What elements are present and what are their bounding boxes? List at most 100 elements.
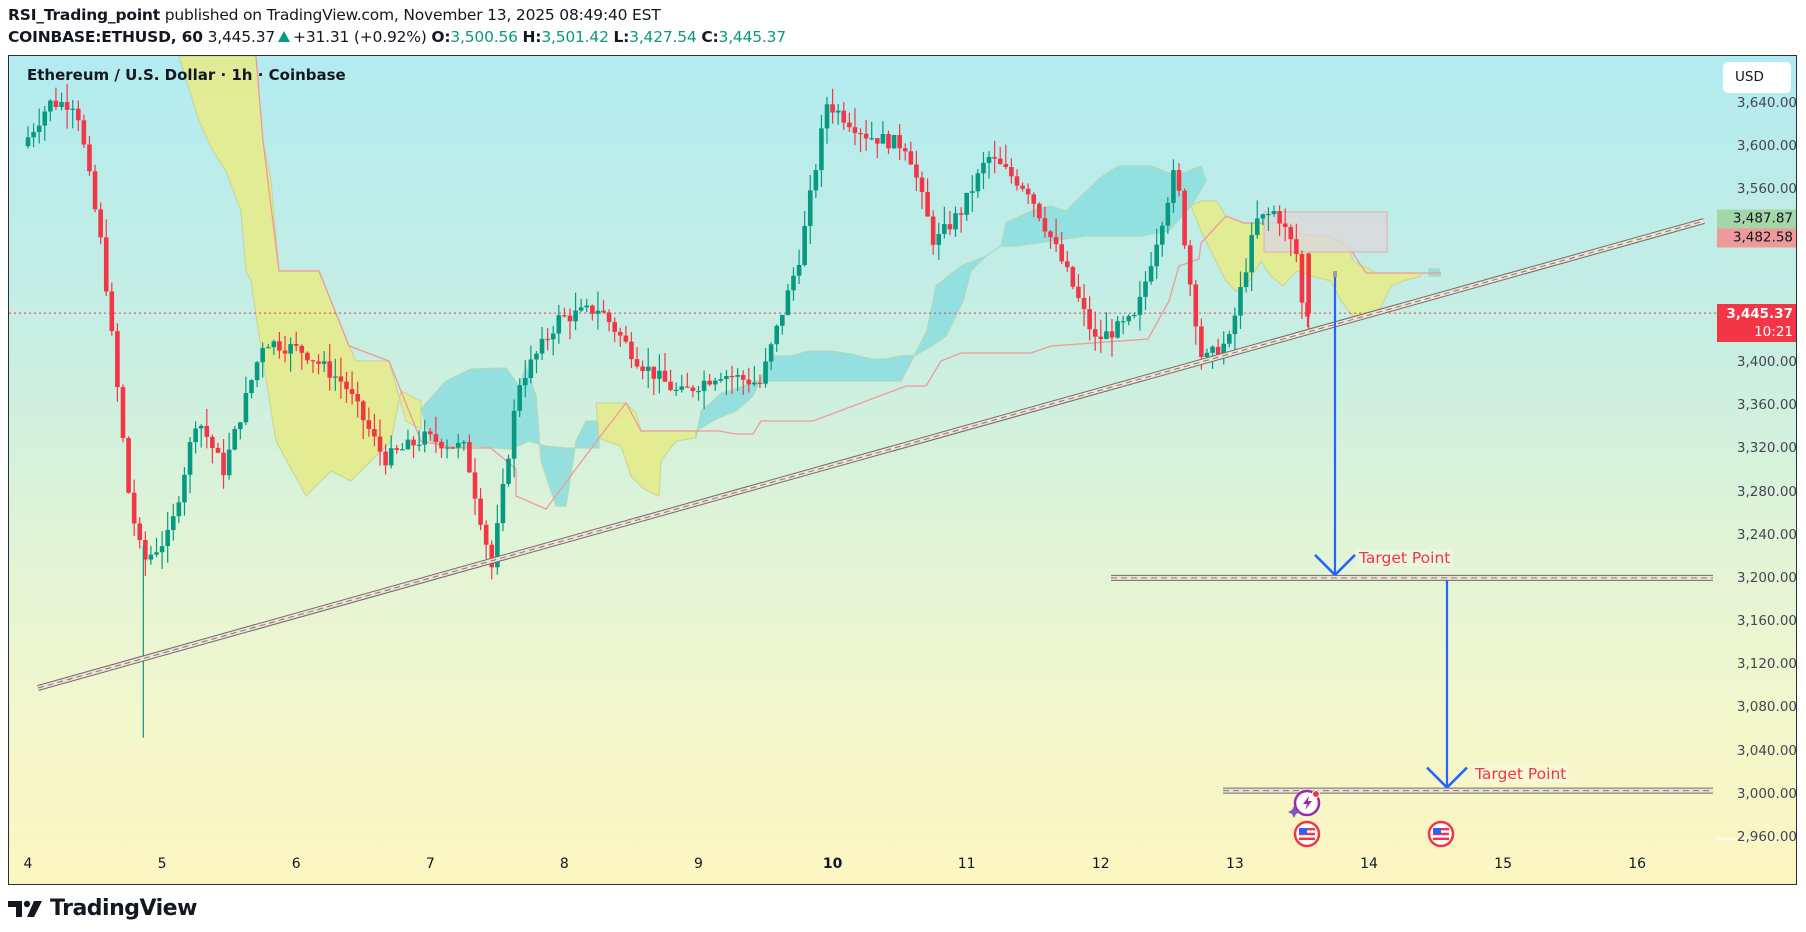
us-economic-event-icon[interactable] [1293,820,1321,848]
candle-up [735,375,740,377]
high-value: 3,501.42 [541,28,609,46]
candle-up [1249,235,1254,273]
candle-down [740,375,746,380]
candle-down [662,370,668,382]
candle-up [802,225,807,266]
candle-up [1243,272,1249,288]
candle-down [450,447,455,449]
price-tick: 3,320.00 [1736,440,1797,457]
candle-down [327,361,333,378]
price-tick: 3,040.00 [1736,742,1797,759]
candle-down [863,133,869,139]
candle-down [606,312,612,323]
candle-up [550,333,556,340]
candle-down [64,102,70,110]
price-chart-canvas[interactable] [9,56,1797,885]
close-label: C: [701,28,719,46]
candle-down [1031,194,1037,204]
currency-button[interactable]: USD [1723,62,1791,93]
candle-up [388,448,394,466]
price-tick: 3,240.00 [1736,526,1797,543]
candle-down [1070,267,1076,287]
candle-up [1154,244,1159,267]
candle-down [1282,223,1288,227]
candle-down [707,380,712,385]
candle-down [210,436,215,448]
candle-down [338,376,344,382]
arrow-anchor [1333,271,1337,277]
candle-down [53,100,59,108]
candle-up [595,310,601,314]
candle-down [947,224,953,230]
candle-down [428,431,433,435]
chart-pane[interactable]: Ethereum / U.S. Dollar · 1h · Coinbase U… [8,55,1797,885]
ascending-trendline[interactable] [37,218,1705,691]
candle-down [282,350,288,354]
us-economic-event-icon[interactable] [1427,820,1455,848]
candle-down [1042,218,1048,232]
candle-down [1064,261,1070,268]
candle-down [830,104,835,113]
candle-up [1104,331,1109,340]
candle-down [640,366,645,371]
candle-down [1098,336,1104,340]
candle-down [349,389,355,394]
candle-down [1037,203,1042,219]
candle-down [360,401,366,421]
candle-down [115,331,120,388]
candle-down [204,425,210,437]
candle-up [1159,225,1165,245]
ichimoku-cloud-bull [695,165,1207,439]
candle-down [1193,284,1199,327]
candle-down [858,132,863,135]
candle-up [785,290,791,315]
candle-down [383,451,388,466]
ichimoku-cloud-bull [420,364,600,507]
candle-down [847,122,852,128]
candle-up [1210,346,1215,353]
candle-down [411,439,416,446]
candle-down [902,148,908,152]
candle-down [483,524,489,545]
up-triangle-icon [278,31,291,42]
candle-up [1148,266,1154,282]
candle-down [612,322,617,332]
candle-down [1009,167,1014,177]
target-point-label-1[interactable]: Target Point [1356,549,1454,567]
time-tick: 11 [957,856,976,872]
down-arrow-2[interactable] [1426,579,1468,789]
candle-up [1232,315,1238,335]
candle-up [981,162,986,174]
target-point-label-2[interactable]: Target Point [1472,765,1570,783]
publish-info: RSI_Trading_point published on TradingVi… [8,6,661,24]
candle-down [629,341,634,360]
time-tick: 15 [1494,856,1513,872]
candle-down [590,305,595,314]
candle-down [1176,170,1182,191]
candle-up [159,546,165,553]
candle-down [344,381,349,390]
price-tick: 3,280.00 [1736,483,1797,500]
candle-up [891,135,897,149]
bar-countdown: 10:21 [1754,324,1793,340]
candle-up [752,382,757,385]
candle-up [1132,314,1137,317]
candle-down [489,544,495,568]
candle-down [143,540,148,560]
tradingview-logo[interactable]: TradingView [8,896,197,921]
candle-down [293,344,299,346]
ichimoku-span-b [255,56,1441,510]
candle-down [478,498,483,525]
candle-down [567,315,573,322]
candle-down [310,360,316,362]
lightning-event-icon[interactable] [1288,789,1321,819]
candle-down [1025,188,1031,195]
candle-down [394,448,400,450]
down-arrow-1[interactable] [1314,274,1356,576]
low-label: L: [613,28,630,46]
published-text: published on TradingView.com, November 1… [159,6,661,24]
candle-down [925,192,930,217]
candle-up [455,442,461,448]
candle-up [254,362,260,381]
candle-up [271,341,277,348]
